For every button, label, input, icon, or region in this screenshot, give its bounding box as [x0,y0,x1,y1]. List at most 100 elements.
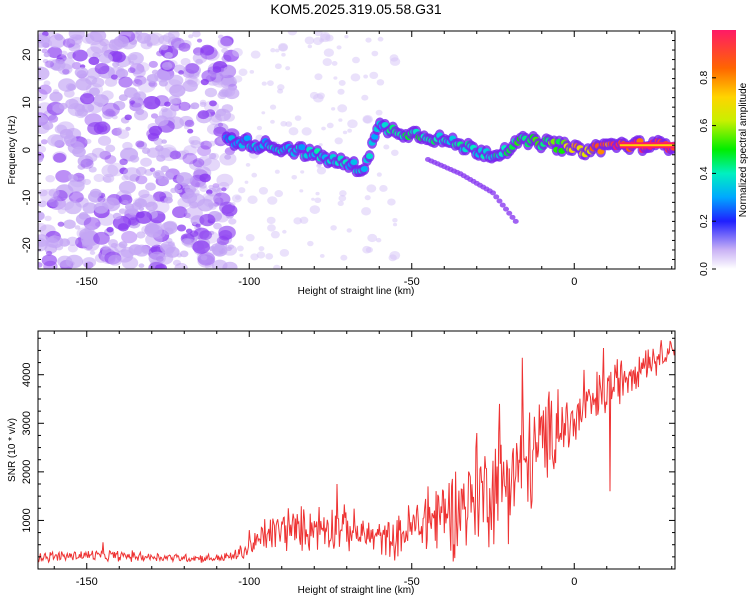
heatmap-noise-cell [376,79,385,86]
heatmap-noise-cell [118,194,133,206]
heatmap-noise-cell [124,114,132,121]
snr-frame [37,330,676,570]
heatmap-noise-cell [293,217,302,225]
heatmap-noise-cell [57,207,67,215]
snr-y-axis: 1000 2000 3000 4000 [21,337,675,558]
heatmap-noise-cell [362,114,373,124]
heatmap-noise-cell [331,61,338,66]
heatmap-noise-cell [158,35,172,45]
heatmap-noise-cell [133,92,141,99]
colorbar-tick-label: 0.0 [699,262,710,276]
heatmap-noise-cell [97,196,106,203]
heatmap-noise-cell [182,152,198,165]
heatmap-noise-cell [117,66,124,72]
heatmap-noise-cell [185,63,200,74]
heatmap-noise-cell [169,150,182,160]
snr-x-tick-label: -150 [76,576,98,588]
spectrogram-y-axis: -20 -10 0 10 20 [21,30,675,270]
heatmap-noise-cell [250,253,259,261]
heatmap-noise-cell [392,222,398,227]
heatmap-noise-cell [209,100,217,107]
heatmap-noise-cell [89,250,96,255]
heatmap-noise-cell [274,63,282,70]
heatmap-noise-cell [192,31,201,38]
spectrogram-y-tick-label: 20 [21,49,33,61]
heatmap-noise-cell [118,180,136,194]
heatmap-noise-cell [366,184,377,193]
heatmap-noise-cell [88,56,100,66]
heatmap-noise-cell [68,191,84,203]
heatmap-noise-cell [201,70,217,82]
spectrogram-y-label: Frequency (Hz) [7,116,18,185]
snr-x-tick-label: -50 [404,576,420,588]
heatmap-noise-cell [311,197,315,201]
heatmap-noise-cell [38,154,44,163]
heatmap-noise-cell [266,80,274,86]
heatmap-noise-cell [67,141,85,155]
heatmap-noise-cell [125,126,131,131]
heatmap-noise-cell [231,202,236,206]
heatmap-noise-cell [129,155,136,160]
heatmap-noise-cell [178,101,191,111]
heatmap-noise-cell [321,126,326,131]
heatmap-noise-cell [218,181,230,191]
heatmap-noise-cell [204,87,218,98]
heatmap-noise-cell [82,178,91,186]
heatmap-noise-cell [337,200,344,206]
spectrogram-y-tick-label: 0 [21,147,33,153]
heatmap-noise-cell [256,125,263,131]
heatmap-noise-cell [202,192,214,202]
heatmap-noise-cell [164,101,171,107]
heatmap-branch-cell [509,214,516,220]
spectrogram-y-tick-label: -10 [21,190,33,206]
colorbar-label: Normalized spectral amplitude [738,82,749,217]
heatmap-noise-cell [158,79,168,87]
heatmap-noise-cell [361,207,372,216]
heatmap-noise-cell [154,115,169,127]
colorbar-tick-label: 0.8 [699,70,710,84]
heatmap-noise-cell [222,88,233,97]
heatmap-noise-cell [68,173,75,179]
heatmap-noise-cell [314,197,322,204]
heatmap-noise-cell [137,193,156,208]
heatmap-noise-cell [169,84,186,97]
heatmap-noise-cell [164,51,173,59]
heatmap-noise-cell [270,119,275,124]
heatmap-noise-cell [168,74,184,87]
heatmap-noise-cell [388,254,397,262]
heatmap-noise-cell [344,34,349,39]
heatmap-noise-cell [119,158,128,166]
heatmap-noise-cell [277,84,285,91]
heatmap-ridge-cell [298,144,306,151]
heatmap-noise-cell [309,205,321,214]
heatmap-noise-cell [339,190,347,197]
heatmap-noise-cell [220,77,236,90]
snr-x-label: Height of straight line (km) [298,585,415,596]
heatmap-noise-cell [151,69,159,75]
heatmap-noise-cell [269,104,277,110]
heatmap-noise-cell [155,263,167,269]
heatmap-noise-cell [40,139,48,145]
heatmap-noise-cell [274,169,280,174]
heatmap-noise-cell [168,95,181,105]
heatmap-noise-cell [267,224,276,232]
heatmap-noise-cell [197,110,210,120]
heatmap-noise-cell [282,229,287,234]
heatmap-noise-cell [249,70,255,74]
heatmap-noise-cell [45,250,53,256]
heatmap-noise-cell [209,115,223,126]
heatmap-noise-cell [74,67,89,78]
heatmap-noise-cell [157,147,171,159]
heatmap-noise-cell [267,196,278,205]
heatmap-noise-cell [136,211,145,219]
heatmap-noise-cell [113,100,126,111]
heatmap-noise-cell [43,260,58,269]
heatmap-noise-cell [375,237,382,243]
heatmap-noise-cell [56,121,75,136]
heatmap-branch-cell [496,198,503,204]
heatmap-noise-cell [182,79,198,92]
heatmap-noise-cell [138,263,145,268]
heatmap-noise-cell [146,147,161,158]
heatmap-noise-cell [184,119,195,128]
heatmap-noise-cell [180,58,191,66]
